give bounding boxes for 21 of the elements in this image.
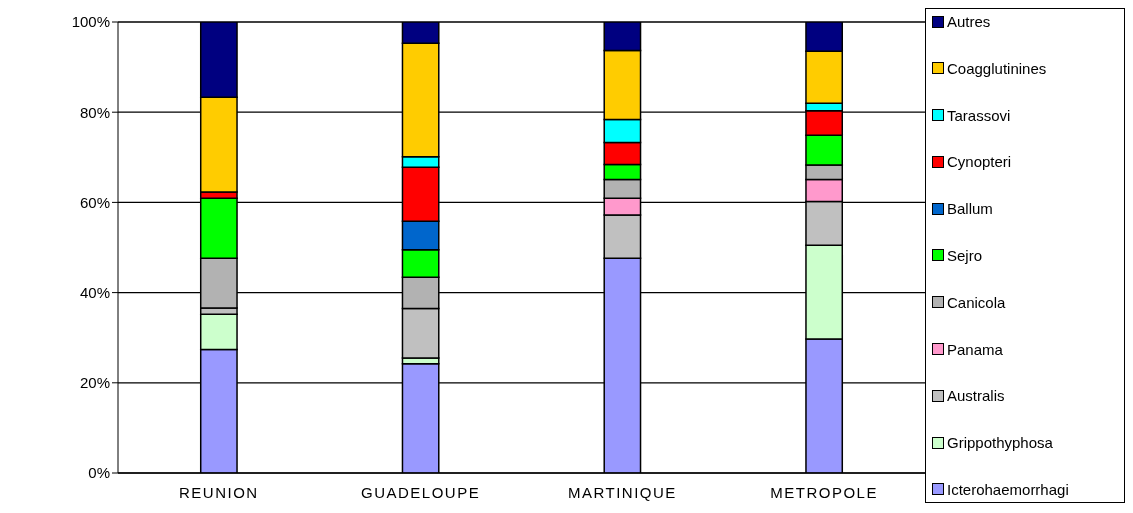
y-tick-label: 80% [79, 103, 110, 121]
legend-label: Canicola [947, 293, 1006, 311]
legend-label: Sejro [947, 246, 983, 264]
legend-label: Autres [947, 13, 991, 30]
y-tick-label: 100% [71, 13, 110, 31]
legend-label: Panama [947, 340, 1003, 358]
legend-label: Cynopteri [947, 153, 1012, 171]
x-tick-label: GUADELOUPE [361, 483, 481, 501]
y-tick-label: 0% [88, 464, 110, 482]
x-tick-label: MARTINIQUE [567, 483, 677, 501]
y-tick-label: 40% [79, 283, 110, 301]
x-tick-label: REUNION [179, 483, 259, 501]
legend-label: Coagglutinines [947, 59, 1047, 77]
legend-label: Australis [947, 387, 1005, 405]
legend-label: Ballum [947, 200, 993, 218]
legend-label: Tarassovi [947, 106, 1011, 124]
y-tick-label: 20% [79, 374, 110, 392]
x-tick-label: METROPOLE [770, 483, 878, 501]
legend-label: Icterohaemorrhagi [947, 480, 1069, 498]
legend-label: Grippothyphosa [947, 434, 1053, 452]
y-tick-label: 60% [79, 193, 110, 211]
